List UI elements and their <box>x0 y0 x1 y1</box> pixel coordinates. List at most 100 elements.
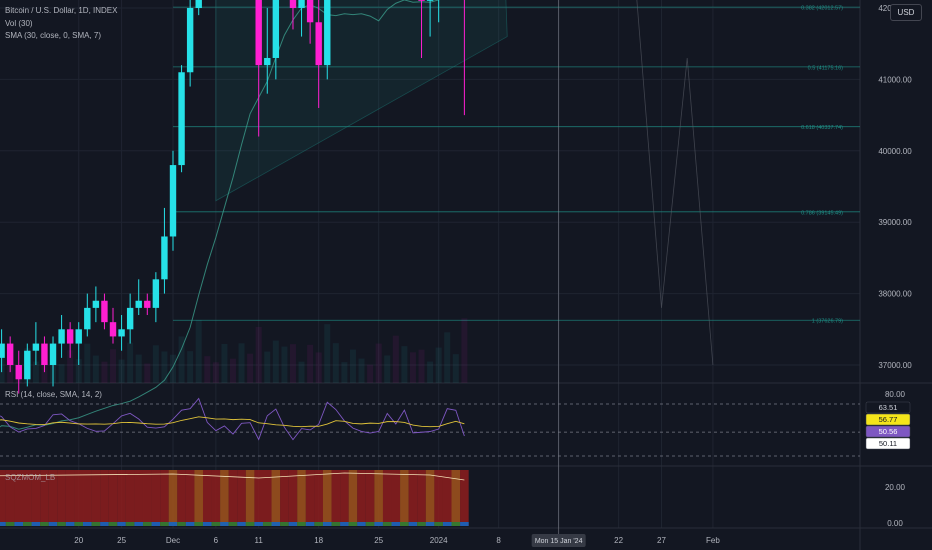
rsi-value-label: 63.51 <box>879 403 898 412</box>
momentum-bar <box>65 470 75 526</box>
squeeze-dot-bar <box>177 522 186 526</box>
sqz-legend[interactable]: SQZMOM_LB <box>5 473 56 482</box>
squeeze-dot-bar <box>340 522 349 526</box>
momentum-bar <box>245 470 255 526</box>
squeeze-dot-bar <box>314 522 323 526</box>
momentum-bar <box>391 470 401 526</box>
momentum-bar <box>408 470 418 526</box>
squeeze-dot-bar <box>391 522 401 526</box>
candle-body <box>272 0 280 58</box>
price-tick-label: 38000.00 <box>878 290 912 299</box>
candle-body <box>152 279 160 308</box>
squeeze-dot-bar <box>280 522 289 526</box>
momentum-bar <box>83 470 92 526</box>
time-tick-label: 11 <box>255 536 264 545</box>
currency-button[interactable]: USD <box>890 4 922 21</box>
squeeze-dot-bar <box>23 522 32 526</box>
volume-bar <box>84 343 91 383</box>
rsi-value-badge <box>865 413 911 426</box>
volume-bar <box>349 349 356 383</box>
squeeze-dot-bar <box>460 522 469 526</box>
squeeze-dot-bar <box>194 522 204 526</box>
momentum-bar <box>168 470 178 526</box>
triangle-drawing <box>215 0 508 202</box>
volume-bar <box>375 343 382 383</box>
candle-body <box>118 329 125 337</box>
momentum-bar <box>442 470 452 526</box>
squeeze-dot-bar <box>382 522 392 526</box>
candle-body <box>298 0 305 8</box>
candle-body <box>0 343 5 358</box>
volume-bar <box>204 356 211 383</box>
volume-bar <box>67 350 74 383</box>
momentum-bar <box>91 470 101 526</box>
fib-retracement: 0 (44722.93)0.382 (42012.57)0.5 (41175.1… <box>173 6 860 325</box>
volume-bar <box>418 349 425 383</box>
rsi-pane <box>0 397 860 457</box>
momentum-bar <box>160 470 169 526</box>
momentum-bar <box>460 470 469 526</box>
axis-badges: Mon 15 Jan '2442571.3510:29:2863.5156.77… <box>531 401 911 547</box>
volume-bar <box>127 342 134 383</box>
volume-bar <box>289 344 296 383</box>
price-tick-label: 41000.00 <box>878 75 912 84</box>
momentum-bar <box>434 470 443 526</box>
momentum-bar <box>340 470 349 526</box>
squeeze-dot-bar <box>434 522 443 526</box>
squeeze-dot-bar <box>5 522 15 526</box>
squeeze-dot-bar <box>83 522 92 526</box>
momentum-bar <box>202 470 212 526</box>
volume-bar <box>152 345 159 383</box>
volume-bar <box>401 346 408 383</box>
volume-bar <box>332 343 339 383</box>
rsi-legend[interactable]: RSI (14, close, SMA, 14, 2) <box>5 390 102 399</box>
volume-bar <box>435 347 442 383</box>
time-tick-label: 25 <box>117 536 126 545</box>
candle-body <box>426 0 434 1</box>
time-tick-label: 8 <box>496 536 501 545</box>
candle-body <box>49 343 57 365</box>
squeeze-dot-bar <box>254 522 263 526</box>
rsi-tick-label: 80.00 <box>885 390 906 399</box>
candle-body <box>169 165 177 237</box>
momentum-bar <box>194 470 204 526</box>
volume-bar <box>264 351 271 383</box>
squeeze-dot-bar <box>288 522 298 526</box>
squeeze-dot-bar <box>185 522 195 526</box>
momentum-bar <box>425 470 435 526</box>
squeeze-dot-bar <box>91 522 101 526</box>
time-tick-label: 2024 <box>430 536 448 545</box>
volume-legend[interactable]: Vol (30) <box>5 19 33 28</box>
candle-body <box>264 57 271 66</box>
momentum-bar <box>228 470 238 526</box>
crosshair-date-label: Mon 15 Jan '24 <box>535 538 583 545</box>
rsi-ma-line <box>0 416 465 428</box>
volume-bar <box>341 362 348 383</box>
volume-bar <box>212 362 219 383</box>
volume-bar <box>92 355 99 383</box>
volume-bar <box>392 335 399 383</box>
squeeze-dot-bar <box>451 522 461 526</box>
candle-body <box>161 236 168 280</box>
candle-body <box>418 0 425 1</box>
squeeze-dot-bar <box>348 522 358 526</box>
volume-bar <box>118 359 125 383</box>
price-tick-label: 39000.00 <box>878 218 912 227</box>
squeeze-dot-bar <box>297 522 306 526</box>
fib-level-label: 0.382 (42012.57) <box>801 6 843 12</box>
squeeze-dot-bar <box>331 522 341 526</box>
squeeze-dot-bar <box>74 522 84 526</box>
momentum-bar <box>23 470 32 526</box>
volume-bar <box>101 361 108 383</box>
time-tick-label: 20 <box>74 536 83 545</box>
momentum-bar <box>0 470 6 526</box>
sqz-tick-label: 0.00 <box>887 519 903 528</box>
symbol-title[interactable]: Bitcoin / U.S. Dollar, 1D, INDEX <box>5 6 118 15</box>
momentum-bar <box>31 470 41 526</box>
fib-level-label: 1 (37626.79) <box>812 319 843 325</box>
sma-legend[interactable]: SMA (30, close, 0, SMA, 7) <box>5 31 102 40</box>
candle-body <box>6 343 14 365</box>
candle-body <box>324 0 331 66</box>
